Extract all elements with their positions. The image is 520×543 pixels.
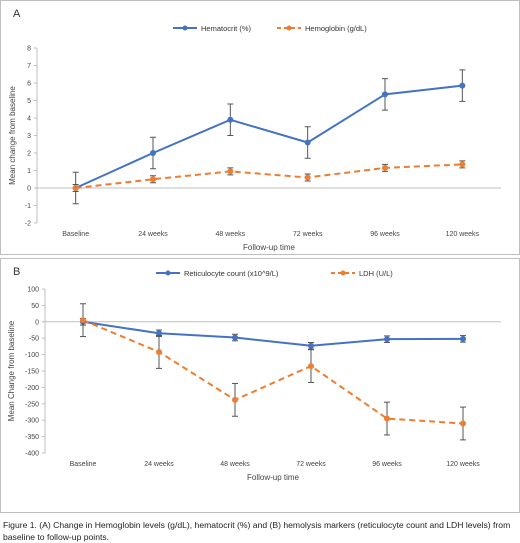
chart-a-svg: A Hematocrit (%) Hemoglobin (g/dL) -2 -1 0 1 2 3… xyxy=(8,8,501,252)
chart-a-data-point xyxy=(227,168,234,175)
chart-a-x-axis-label: Follow-up time xyxy=(243,243,296,252)
chart-b-data-point xyxy=(232,396,238,403)
chart-b-data-point xyxy=(308,363,314,370)
chart-b-y-tick-label: -350 xyxy=(25,434,39,441)
chart-b-legend-item-1: LDH (U/L) xyxy=(331,269,393,278)
chart-a-legend-item-0: Hematocrit (%) xyxy=(173,24,252,33)
chart-a-y-tick-label: 0 xyxy=(27,186,31,193)
chart-a-y-tick-label: 1 xyxy=(27,168,31,175)
chart-b-data-point xyxy=(80,317,86,324)
chart-a-legend-marker-1 xyxy=(286,25,292,31)
chart-b-legend-label-1: LDH (U/L) xyxy=(359,269,393,278)
chart-b-legend-item-0: Reticulocyte count (x10^9/L) xyxy=(156,269,279,278)
chart-a-legend-label-0: Hematocrit (%) xyxy=(201,24,252,33)
figure-caption: Figure 1. (A) Change in Hemoglobin level… xyxy=(3,520,511,542)
chart-b-y-tick-label: -400 xyxy=(25,451,39,458)
chart-a-y-tick-label: -1 xyxy=(25,203,31,210)
chart-b-x-axis-label: Follow-up time xyxy=(247,473,300,482)
chart-a-data-point xyxy=(304,174,311,181)
chart-b-y-tick-label: -100 xyxy=(25,352,39,359)
chart-b-x-tick-label: 24 weeks xyxy=(144,461,174,468)
chart-a-data-point xyxy=(150,176,156,183)
chart-a-x-tick-label: 24 weeks xyxy=(138,231,168,238)
chart-b-x-tick-label: Baseline xyxy=(70,461,97,468)
chart-b-panel-label: B xyxy=(13,266,20,278)
chart-a-y-tick-label: 6 xyxy=(27,81,31,88)
chart-b-y-tick-label: -150 xyxy=(25,369,39,376)
chart-a-y-tick-label: 3 xyxy=(27,133,31,140)
chart-b-y-tick-label: 0 xyxy=(35,319,39,326)
chart-b-x-tick-label: 96 weeks xyxy=(372,461,402,468)
chart-b-y-tick-label: -50 xyxy=(29,336,39,343)
chart-a-data-point xyxy=(382,91,388,98)
chart-a-data-point xyxy=(459,161,466,168)
chart-a-x-tick-label: 120 weeks xyxy=(446,231,480,238)
chart-a-y-tick-label: 7 xyxy=(27,63,31,70)
chart-a-legend-label-1: Hemoglobin (g/dL) xyxy=(305,24,367,33)
chart-b-data-point xyxy=(232,334,238,341)
chart-b-series-line-0 xyxy=(82,320,464,347)
chart-b-legend-marker-0 xyxy=(165,270,171,276)
chart-b-data-point xyxy=(384,415,390,422)
chart-a-data-point xyxy=(72,185,79,191)
chart-b-data-point xyxy=(460,420,466,427)
chart-b-legend-label-0: Reticulocyte count (x10^9/L) xyxy=(184,269,279,278)
chart-a-y-tick-label: -2 xyxy=(25,221,31,228)
chart-b-svg: B Reticulocyte count (x10^9/L) LDH (U/L) -4… xyxy=(7,266,501,482)
chart-b-y-tick-label: 50 xyxy=(31,303,39,310)
chart-b-data-point xyxy=(156,348,162,355)
chart-a-legend-marker-0 xyxy=(182,25,188,31)
chart-a-series-line-0 xyxy=(75,84,463,189)
chart-b-y-axis-label: Mean Change from baseline xyxy=(7,320,16,421)
chart-b-y-tick-label: 100 xyxy=(27,287,39,294)
chart-a-data-point xyxy=(304,139,311,146)
chart-b-x-tick-label: 120 weeks xyxy=(446,461,480,468)
chart-a-x-tick-label: 96 weeks xyxy=(370,231,400,238)
chart-b-data-point xyxy=(460,335,466,342)
chart-a-data-point xyxy=(227,116,234,123)
chart-b-legend-marker-1 xyxy=(340,270,346,276)
chart-a-y-axis-label: Mean change from baseline xyxy=(8,86,17,185)
chart-a-x-tick-label: 48 weeks xyxy=(216,231,246,238)
chart-b-data-point xyxy=(308,342,314,349)
chart-a-series-line-1 xyxy=(75,163,463,189)
chart-b-data-point xyxy=(384,336,390,343)
chart-a-data-point xyxy=(459,82,466,89)
chart-b-series-line-1 xyxy=(82,319,464,425)
chart-a-y-tick-label: 4 xyxy=(27,116,31,123)
chart-panel-b: B Reticulocyte count (x10^9/L) LDH (U/L) -4… xyxy=(0,258,520,513)
chart-b-y-tick-label: -200 xyxy=(25,385,39,392)
chart-b-data-point xyxy=(156,330,162,337)
chart-b-y-tick-label: -300 xyxy=(25,418,39,425)
chart-b-x-tick-label: 48 weeks xyxy=(220,461,250,468)
chart-b-y-tick-label: -250 xyxy=(25,401,39,408)
chart-a-x-tick-label: Baseline xyxy=(62,231,89,238)
chart-a-data-point xyxy=(150,150,156,156)
chart-a-data-point xyxy=(382,164,388,171)
chart-panel-a: A Hematocrit (%) Hemoglobin (g/dL) -2 -1 0 1 2 3… xyxy=(0,0,520,255)
chart-a-x-tick-label: 72 weeks xyxy=(293,231,323,238)
chart-a-y-tick-label: 2 xyxy=(27,151,31,158)
chart-a-panel-label: A xyxy=(13,8,21,20)
chart-a-y-tick-label: 5 xyxy=(27,98,31,105)
chart-a-y-tick-label: 8 xyxy=(27,46,31,53)
chart-b-x-tick-label: 72 weeks xyxy=(296,461,326,468)
chart-a-legend-item-1: Hemoglobin (g/dL) xyxy=(277,24,367,33)
